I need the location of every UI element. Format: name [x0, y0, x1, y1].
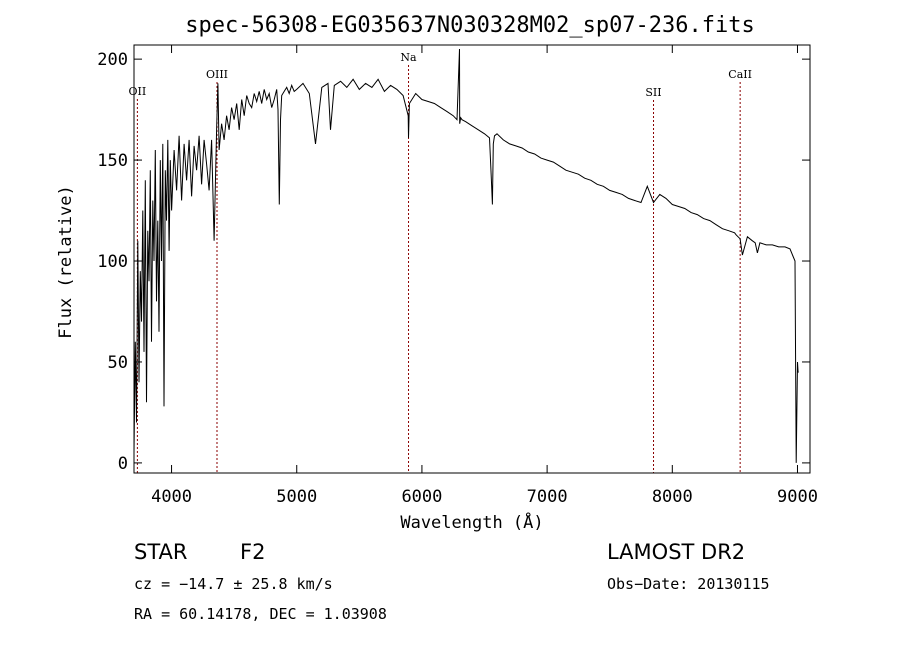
y-tick-label: 0: [118, 454, 128, 474]
line-label-caii: CaII: [728, 68, 752, 81]
x-axis-label: Wavelength (Å): [400, 511, 543, 533]
x-tick-label: 6000: [401, 487, 442, 507]
line-label-sii: SII: [645, 86, 661, 99]
x-tick-label: 7000: [527, 487, 568, 507]
y-tick-label: 100: [97, 252, 128, 272]
x-tick-label: 4000: [151, 487, 192, 507]
object-class: STAR: [134, 540, 187, 564]
y-tick-label: 200: [97, 50, 128, 70]
redshift-info: cz = −14.7 ± 25.8 km/s: [134, 575, 333, 593]
line-label-na: Na: [400, 51, 417, 64]
y-tick-label: 50: [108, 353, 128, 373]
x-tick-label: 9000: [777, 487, 818, 507]
y-axis-label: Flux (relative): [56, 185, 76, 339]
spectral-lines: OII OIII Na SII CaII: [129, 51, 752, 473]
y-tick-label: 150: [97, 151, 128, 171]
chart-title: spec-56308-EG035637N030328M02_sp07-236.f…: [185, 13, 755, 38]
object-subclass: F2: [240, 540, 265, 564]
x-tick-label: 8000: [652, 487, 693, 507]
survey-name: LAMOST DR2: [607, 540, 745, 564]
observation-date: Obs−Date: 20130115: [607, 575, 770, 593]
x-tick-label: 5000: [276, 487, 317, 507]
coordinates-info: RA = 60.14178, DEC = 1.03908: [134, 605, 387, 623]
spectrum-line: [133, 48, 799, 463]
line-label-oii: OII: [129, 85, 147, 98]
x-axis-ticks: 4000 5000 6000 7000 8000 9000: [151, 45, 818, 507]
line-label-oiii: OIII: [206, 68, 228, 81]
y-axis-ticks: 0 50 100 150 200: [97, 50, 810, 474]
plot-frame: [133, 44, 811, 474]
